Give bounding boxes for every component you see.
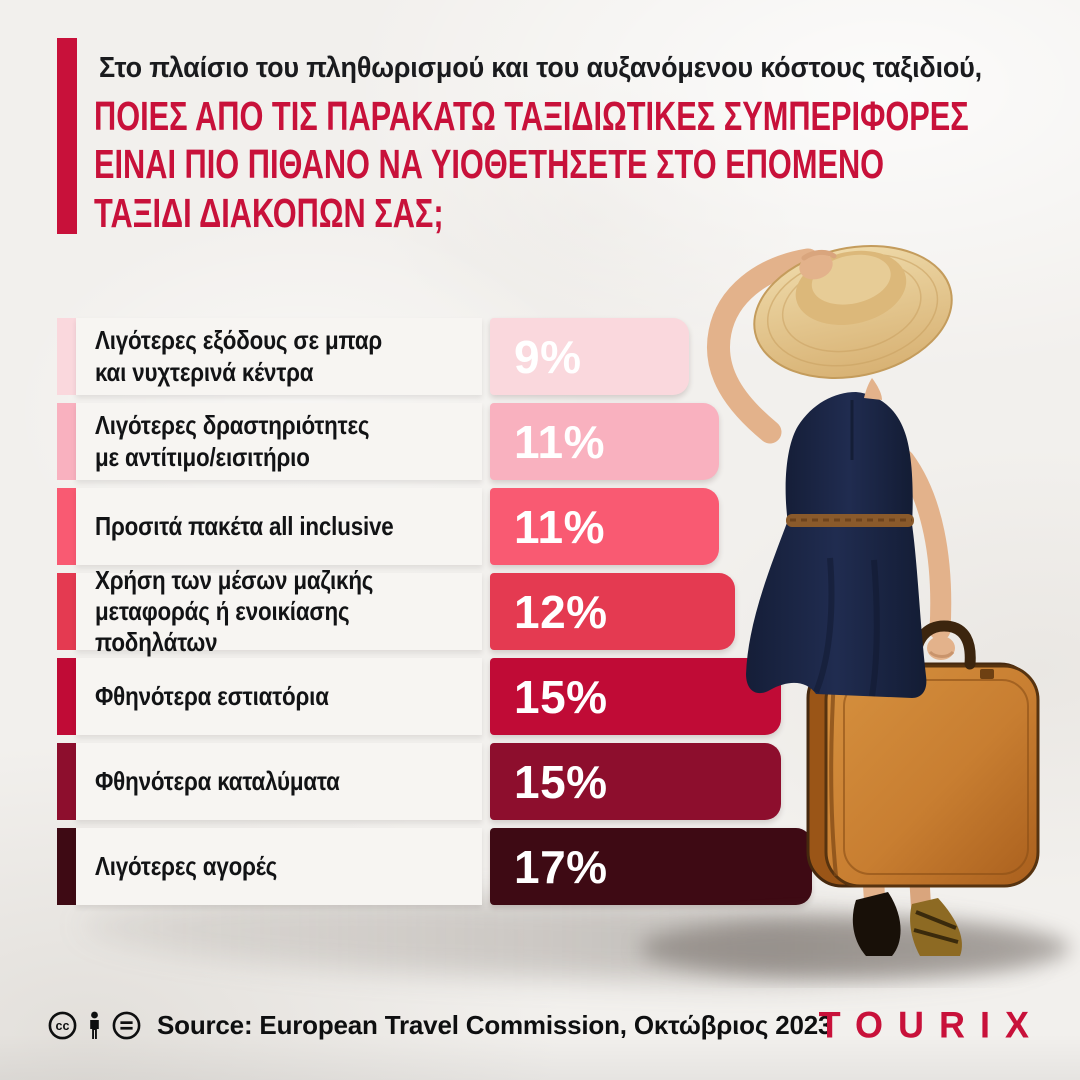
row-value: 15% <box>514 670 608 723</box>
row-label-box: Χρήση των μέσων μαζικής μεταφοράς ή ενοι… <box>76 565 482 657</box>
row-label-box: Λιγότερες δραστηριότητες με αντίτιμο/εισ… <box>76 403 482 480</box>
row-label: Φθηνότερα εστιατόρια <box>95 680 329 711</box>
row-value: 11% <box>514 415 606 468</box>
straw-hat <box>753 245 953 379</box>
kicker-text: Στο πλαίσιο του πληθωρισμού και του αυξα… <box>99 52 982 84</box>
row-label-box: Λιγότερες αγορές <box>76 828 482 905</box>
row-label: Λιγότερες δραστηριότητες με αντίτιμο/εισ… <box>95 410 370 472</box>
row-accent-strip <box>57 318 76 395</box>
row-value: 11% <box>514 500 606 553</box>
row-label: Λιγότερες εξόδους σε μπαρ και νυχτερινά … <box>95 325 383 387</box>
title-accent-bar <box>57 38 77 234</box>
woman-with-suitcase-photo <box>640 245 1070 978</box>
row-value: 9% <box>514 330 582 383</box>
cc-icon: cc <box>48 1011 77 1039</box>
row-label-box: Προσιτά πακέτα all inclusive <box>76 488 482 565</box>
license-icons: cc <box>48 1011 141 1040</box>
nd-equals-icon <box>112 1011 141 1039</box>
black-heel-shoe <box>852 892 901 956</box>
row-label-box: Λιγότερες εξόδους σε μπαρ και νυχτερινά … <box>76 318 482 395</box>
row-accent-strip <box>57 488 76 565</box>
brand-logo: TOURIX <box>818 1003 1044 1046</box>
row-accent-strip <box>57 658 76 735</box>
navy-dress-top <box>785 392 913 526</box>
row-accent-strip <box>57 828 76 905</box>
row-label-box: Φθηνότερα καταλύματα <box>76 743 482 820</box>
row-label: Προσιτά πακέτα all inclusive <box>95 510 394 541</box>
row-value: 17% <box>514 840 608 893</box>
row-value: 15% <box>514 755 608 808</box>
row-accent-strip <box>57 573 76 650</box>
row-value: 12% <box>514 585 608 638</box>
row-label: Φθηνότερα καταλύματα <box>95 765 340 796</box>
svg-text:cc: cc <box>56 1019 70 1033</box>
navy-skirt <box>746 520 927 698</box>
row-label: Λιγότερες αγορές <box>95 850 278 881</box>
page-title: ΠΟΙΕΣ ΑΠΟ ΤΙΣ ΠΑΡΑΚΑΤΩ ΤΑΞΙΔΙΩΤΙΚΕΣ ΣΥΜΠ… <box>94 93 969 236</box>
row-accent-strip <box>57 403 76 480</box>
neck <box>864 378 882 400</box>
row-label: Χρήση των μέσων μαζικής μεταφοράς ή ενοι… <box>95 564 374 658</box>
row-label-box: Φθηνότερα εστιατόρια <box>76 658 482 735</box>
person-icon <box>90 1011 99 1039</box>
row-accent-strip <box>57 743 76 820</box>
source-text: Source: European Travel Commission, Οκτώ… <box>157 1009 833 1040</box>
